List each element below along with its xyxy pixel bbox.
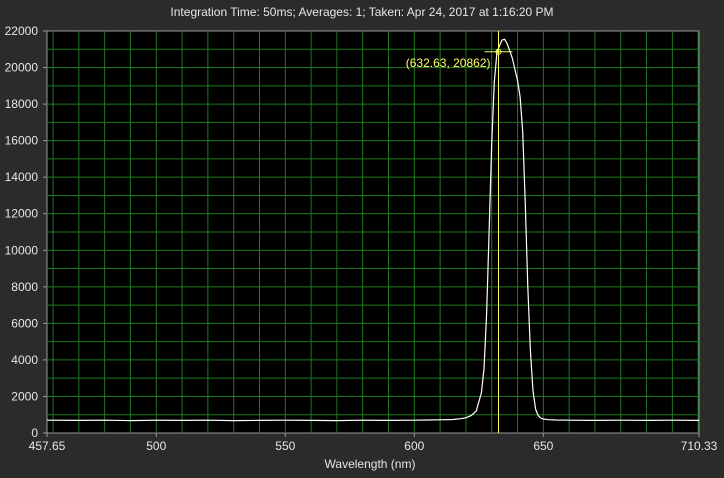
x-tick-label: 650 <box>533 439 553 453</box>
y-tick-label: 14000 <box>5 170 39 184</box>
y-tick-label: 20000 <box>5 61 39 75</box>
x-tick-label: 457.65 <box>29 439 66 453</box>
y-tick-label: 12000 <box>5 207 39 221</box>
spectrum-trace-line <box>46 38 700 422</box>
cursor-layer: (632.63, 20862) <box>406 31 513 433</box>
chart-title: Integration Time: 50ms; Averages: 1; Tak… <box>170 5 554 19</box>
series-layer <box>46 38 700 422</box>
y-tick-label: 10000 <box>5 243 39 257</box>
y-tick-label: 4000 <box>11 353 38 367</box>
x-tick-label: 550 <box>275 439 295 453</box>
grid-lines <box>47 31 699 433</box>
y-tick-label: 18000 <box>5 97 39 111</box>
x-tick-label: 500 <box>146 439 166 453</box>
y-tick-label: 8000 <box>11 280 38 294</box>
y-tick-label: 22000 <box>5 24 39 38</box>
y-tick-label: 0 <box>31 426 38 440</box>
tick-labels: 0 2000 4000 6000 8000 10000 12000 14000 16000 180… <box>5 24 718 453</box>
x-tick-label: 710.33 <box>681 439 718 453</box>
y-tick-label: 2000 <box>11 389 38 403</box>
x-tick-label: 600 <box>404 439 424 453</box>
y-tick-label: 16000 <box>5 134 39 148</box>
x-axis-label: Wavelength (nm) <box>325 457 416 471</box>
cursor-readout: (632.63, 20862) <box>406 56 491 70</box>
cursor-marker[interactable] <box>495 48 502 55</box>
y-tick-label: 6000 <box>11 316 38 330</box>
